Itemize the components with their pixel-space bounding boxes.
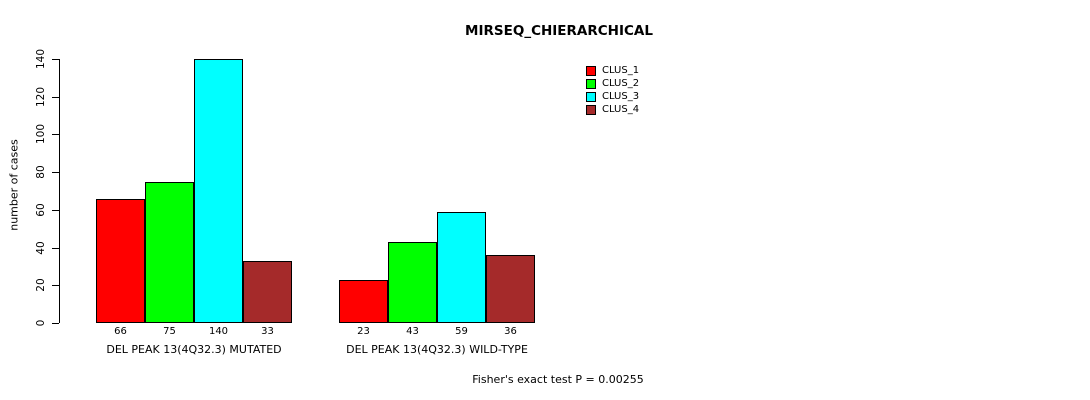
y-tick-label: 40	[35, 240, 47, 255]
legend-label: CLUS_2	[602, 78, 640, 89]
bar-clus_4-group2	[486, 255, 535, 323]
bar-value-label: 75	[163, 326, 176, 337]
y-tick	[52, 96, 59, 98]
bar-clus_1-group2	[339, 279, 388, 323]
legend-label: CLUS_3	[602, 91, 640, 102]
legend-item-clus_1: CLUS_1	[586, 64, 639, 77]
fisher-test-annotation: Fisher's exact test P = 0.00255	[472, 373, 644, 386]
bar-value-label: 23	[357, 326, 370, 337]
y-tick	[52, 172, 59, 174]
legend-item-clus_3: CLUS_3	[586, 90, 639, 103]
legend-label: CLUS_1	[602, 65, 640, 76]
chart-title: MIRSEQ_CHIERARCHICAL	[465, 23, 653, 39]
legend: CLUS_1 CLUS_2 CLUS_3 CLUS_4	[586, 64, 639, 116]
legend-item-clus_2: CLUS_2	[586, 77, 639, 90]
bar-value-label: 43	[406, 326, 419, 337]
legend-label: CLUS_4	[602, 104, 640, 115]
bar-clus_2-group2	[388, 241, 437, 323]
bar-value-label: 140	[208, 326, 229, 337]
bar-clus_3-group2	[437, 211, 486, 323]
legend-color-swatch	[586, 104, 596, 115]
y-tick	[52, 134, 59, 136]
y-tick-label: 0	[35, 319, 47, 327]
y-tick-label: 140	[35, 48, 47, 70]
y-tick-label: 120	[35, 86, 47, 107]
y-tick-label: 20	[35, 278, 47, 292]
legend-color-swatch	[586, 91, 596, 102]
legend-item-clus_4: CLUS_4	[586, 103, 639, 116]
y-tick	[52, 209, 59, 211]
group-label: DEL PEAK 13(4Q32.3) MUTATED	[106, 343, 282, 356]
y-tick	[52, 59, 59, 60]
legend-color-swatch	[586, 65, 596, 76]
bar-clus_1-group1	[96, 198, 145, 323]
bar-value-label: 33	[261, 326, 274, 337]
y-tick	[52, 285, 59, 287]
legend-color-swatch	[586, 78, 596, 89]
y-tick	[52, 323, 59, 324]
bar-value-label: 59	[455, 326, 468, 337]
y-tick-label: 80	[35, 165, 47, 179]
bar-value-label: 66	[114, 326, 127, 337]
group-label: DEL PEAK 13(4Q32.3) WILD-TYPE	[346, 343, 528, 356]
bar-clus_3-group1	[194, 59, 243, 323]
y-tick-label: 60	[35, 203, 47, 217]
y-axis-label: number of cases	[7, 139, 21, 231]
bar-clus_4-group1	[243, 260, 292, 323]
bar-value-label: 36	[504, 326, 517, 337]
bar-clus_2-group1	[145, 181, 194, 323]
y-axis-line	[59, 59, 60, 323]
y-tick-label: 100	[35, 124, 47, 145]
y-tick	[52, 247, 59, 249]
